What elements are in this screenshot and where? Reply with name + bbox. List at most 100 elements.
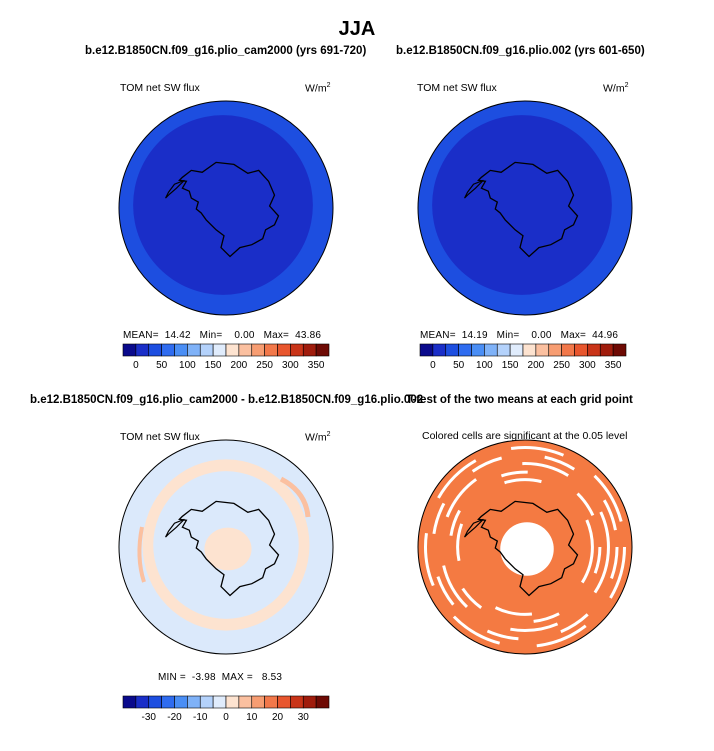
panel2-colorbar: 0 50 100 150 200 250 300 350	[419, 343, 627, 371]
colorbar-tick-label: 250	[553, 360, 570, 371]
diff-positive-band	[137, 526, 146, 583]
colorbar-swatch	[419, 343, 434, 357]
colorbar-swatch	[187, 695, 201, 709]
colorbar-swatch	[122, 343, 137, 357]
colorbar-swatch	[432, 343, 447, 357]
map-field	[418, 440, 632, 654]
panel3-units: W/m2	[305, 431, 331, 444]
colorbar-swatch	[135, 343, 150, 357]
colorbar-swatch	[302, 695, 317, 709]
ttest-nonsignificant-arc	[440, 462, 610, 632]
panel2-map	[417, 100, 633, 316]
panel4-caption: Colored cells are significant at the 0.0…	[422, 430, 628, 442]
inner-flux-region	[133, 115, 313, 295]
colorbar-swatch	[612, 343, 627, 357]
antarctica-coastline	[178, 161, 280, 258]
colorbar-tick-label: 200	[528, 360, 545, 371]
colorbar-tick-label: 100	[179, 360, 196, 371]
colorbar-swatch	[290, 343, 304, 357]
colorbar-swatch	[548, 343, 562, 357]
colorbar-swatch	[484, 343, 498, 357]
colorbar-tick-label: 20	[272, 712, 284, 723]
colorbar-swatch	[574, 343, 588, 357]
colorbar-swatch	[225, 343, 240, 357]
colorbar-swatch	[251, 343, 265, 357]
colorbar-tick-label: 350	[605, 360, 622, 371]
antarctic-peninsula	[165, 518, 185, 538]
ttest-nonsignificant-arc	[456, 478, 594, 616]
colorbar-swatch	[264, 343, 278, 357]
colorbar-swatch	[238, 695, 253, 709]
colorbar-swatch	[302, 343, 317, 357]
ttest-pole-nonsignificant	[500, 522, 554, 576]
map-border	[417, 100, 633, 316]
colorbar-tick-label: 200	[231, 360, 248, 371]
diff-pole-positive	[204, 527, 252, 571]
ttest-nonsignificant-arc	[448, 470, 602, 624]
inner-flux-region	[432, 115, 612, 295]
colorbar-swatch	[148, 343, 162, 357]
colorbar-tick-label: 0	[430, 360, 436, 371]
colorbar-swatch	[199, 695, 214, 709]
antarctic-peninsula	[464, 518, 484, 538]
colorbar-swatch	[509, 343, 524, 357]
colorbar-tick-label: 0	[223, 712, 229, 723]
colorbar-swatch	[187, 343, 201, 357]
panel1-colorbar: 0 50 100 150 200 250 300 350	[122, 343, 330, 371]
panel4-title: T-test of the two means at each grid poi…	[406, 394, 633, 406]
colorbar-tick-label: 10	[246, 712, 258, 723]
colorbar-swatch	[148, 695, 162, 709]
colorbar-tick-label: 0	[133, 360, 139, 371]
colorbar-swatch	[315, 695, 330, 709]
colorbar-swatch	[161, 695, 175, 709]
panel1-variable: TOM net SW flux	[120, 82, 200, 94]
panel2-title: b.e12.B1850CN.f09_g16.plio.002 (yrs 601-…	[396, 45, 645, 57]
colorbar-swatch	[251, 695, 265, 709]
colorbar-swatch	[122, 695, 137, 709]
panel2-variable: TOM net SW flux	[417, 82, 497, 94]
colorbar-swatch	[238, 343, 253, 357]
colorbar-swatch	[277, 695, 291, 709]
colorbar-swatch	[587, 343, 601, 357]
panel3-map	[118, 439, 334, 655]
colorbar-tick-label: 150	[502, 360, 519, 371]
panel2-stats: MEAN= 14.19 Min= 0.00 Max= 44.96	[420, 330, 619, 341]
colorbar-tick-label: -30	[142, 712, 157, 723]
colorbar-swatch	[471, 343, 485, 357]
antarctica-coastline	[477, 161, 579, 258]
colorbar-swatch	[174, 695, 188, 709]
panel1-stats: MEAN= 14.42 Min= 0.00 Max= 43.86	[123, 330, 322, 341]
colorbar-swatch	[277, 343, 291, 357]
colorbar-swatch	[599, 343, 614, 357]
colorbar-swatch	[496, 343, 511, 357]
antarctic-peninsula	[165, 179, 185, 199]
map-field	[119, 440, 333, 654]
colorbar-tick-label: 300	[579, 360, 596, 371]
panel1-title: b.e12.B1850CN.f09_g16.plio_cam2000 (yrs …	[85, 45, 367, 57]
colorbar-swatch	[290, 695, 304, 709]
colorbar-swatch	[161, 343, 175, 357]
antarctic-peninsula	[464, 179, 484, 199]
colorbar-swatch	[535, 343, 550, 357]
map-border	[118, 100, 334, 316]
panel4-map	[417, 439, 633, 655]
map-border	[417, 439, 633, 655]
diff-positive-band	[279, 476, 311, 518]
colorbar-tick-label: 250	[256, 360, 273, 371]
colorbar-tick-label: -20	[167, 712, 182, 723]
panel1-map	[118, 100, 334, 316]
colorbar-swatch	[315, 343, 330, 357]
colorbar-tick-label: 50	[156, 360, 168, 371]
map-field	[119, 101, 333, 315]
colorbar-tick-label: 300	[282, 360, 299, 371]
colorbar-swatch	[199, 343, 214, 357]
colorbar-swatch	[264, 695, 278, 709]
map-field	[418, 101, 632, 315]
colorbar-tick-label: 100	[476, 360, 493, 371]
panel3-colorbar: -30 -20 -10 0 10 20 30	[122, 695, 330, 723]
panel2-units: W/m2	[603, 82, 629, 95]
panel3-stats: MIN = -3.98 MAX = 8.53	[158, 672, 283, 683]
figure-title: JJA	[338, 18, 376, 40]
map-border	[118, 439, 334, 655]
